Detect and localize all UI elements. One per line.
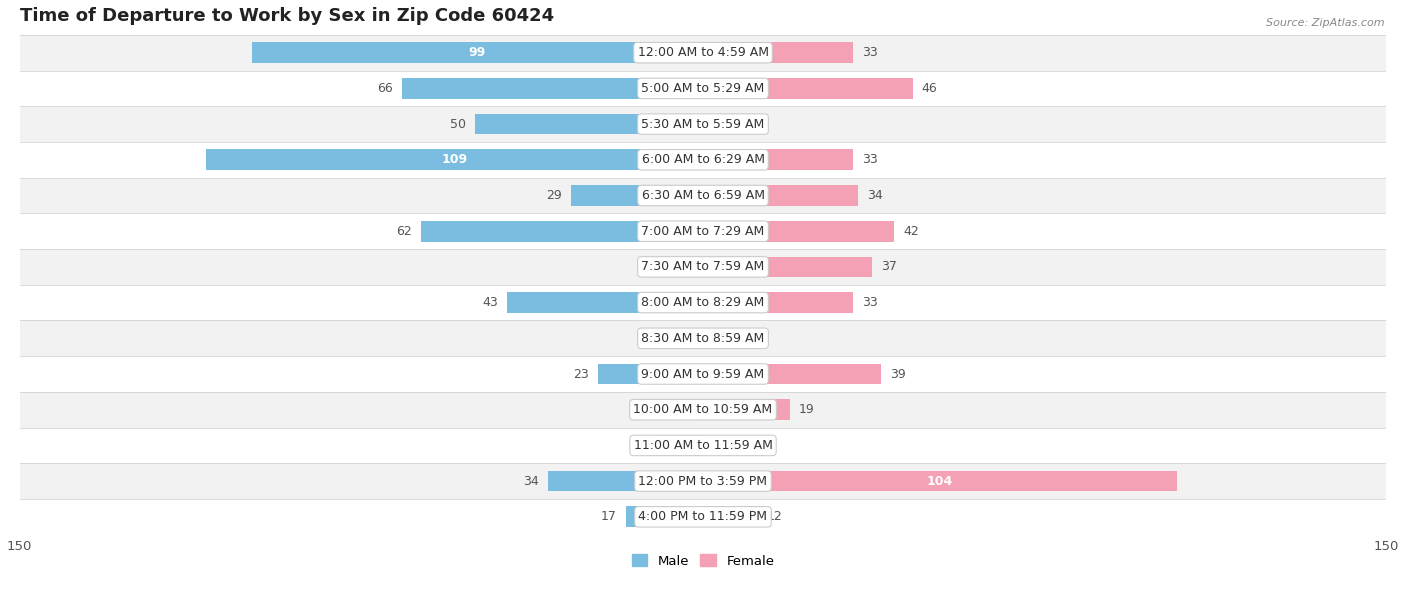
Bar bbox=[703, 399, 790, 420]
Bar bbox=[703, 257, 872, 277]
Text: 39: 39 bbox=[890, 368, 905, 381]
Text: 109: 109 bbox=[441, 153, 468, 166]
Text: 104: 104 bbox=[927, 475, 953, 488]
Bar bbox=[598, 364, 703, 384]
Text: 12:00 PM to 3:59 PM: 12:00 PM to 3:59 PM bbox=[638, 475, 768, 488]
Text: 3: 3 bbox=[672, 332, 681, 345]
Bar bbox=[703, 292, 853, 313]
Text: 34: 34 bbox=[523, 475, 538, 488]
Bar bbox=[703, 221, 894, 242]
Text: 9:00 AM to 9:59 AM: 9:00 AM to 9:59 AM bbox=[641, 368, 765, 381]
Text: 2: 2 bbox=[676, 403, 685, 416]
Text: 7:00 AM to 7:29 AM: 7:00 AM to 7:29 AM bbox=[641, 225, 765, 238]
Bar bbox=[703, 507, 758, 527]
Bar bbox=[626, 507, 703, 527]
Bar bbox=[20, 285, 1386, 320]
Text: 7:30 AM to 7:59 AM: 7:30 AM to 7:59 AM bbox=[641, 260, 765, 273]
Text: 6:00 AM to 6:29 AM: 6:00 AM to 6:29 AM bbox=[641, 153, 765, 166]
Bar bbox=[703, 328, 740, 349]
Bar bbox=[402, 78, 703, 99]
Bar bbox=[207, 150, 703, 170]
Text: 42: 42 bbox=[904, 225, 920, 238]
Text: 7: 7 bbox=[654, 260, 662, 273]
Bar bbox=[20, 428, 1386, 463]
Bar bbox=[703, 78, 912, 99]
Bar bbox=[252, 42, 703, 63]
Text: 34: 34 bbox=[868, 189, 883, 202]
Bar bbox=[703, 150, 853, 170]
Text: 50: 50 bbox=[450, 118, 467, 131]
Bar bbox=[548, 471, 703, 491]
Bar bbox=[695, 399, 703, 420]
Text: 11:00 AM to 11:59 AM: 11:00 AM to 11:59 AM bbox=[634, 439, 772, 452]
Text: 46: 46 bbox=[922, 82, 938, 95]
Text: 0: 0 bbox=[711, 439, 720, 452]
Bar bbox=[20, 71, 1386, 106]
Bar bbox=[20, 142, 1386, 178]
Text: 8: 8 bbox=[748, 332, 756, 345]
Text: 29: 29 bbox=[546, 189, 562, 202]
Text: 43: 43 bbox=[482, 296, 498, 309]
Text: 8:30 AM to 8:59 AM: 8:30 AM to 8:59 AM bbox=[641, 332, 765, 345]
Bar bbox=[703, 364, 880, 384]
Text: 62: 62 bbox=[395, 225, 412, 238]
Bar bbox=[20, 106, 1386, 142]
Bar bbox=[20, 392, 1386, 428]
Bar bbox=[20, 178, 1386, 213]
Text: 99: 99 bbox=[468, 46, 486, 59]
Text: Time of Departure to Work by Sex in Zip Code 60424: Time of Departure to Work by Sex in Zip … bbox=[20, 7, 554, 25]
Text: 8:00 AM to 8:29 AM: 8:00 AM to 8:29 AM bbox=[641, 296, 765, 309]
Bar bbox=[508, 292, 703, 313]
Bar bbox=[571, 185, 703, 206]
Text: 5:00 AM to 5:29 AM: 5:00 AM to 5:29 AM bbox=[641, 82, 765, 95]
Text: 6:30 AM to 6:59 AM: 6:30 AM to 6:59 AM bbox=[641, 189, 765, 202]
Bar bbox=[475, 113, 703, 134]
Bar bbox=[703, 113, 740, 134]
Bar bbox=[20, 320, 1386, 356]
Bar bbox=[20, 356, 1386, 392]
Bar bbox=[20, 35, 1386, 71]
Bar bbox=[703, 471, 1177, 491]
Text: 19: 19 bbox=[799, 403, 814, 416]
Text: 37: 37 bbox=[880, 260, 897, 273]
Text: 12:00 AM to 4:59 AM: 12:00 AM to 4:59 AM bbox=[637, 46, 769, 59]
Bar bbox=[420, 221, 703, 242]
Text: 17: 17 bbox=[600, 510, 616, 523]
Text: 5:30 AM to 5:59 AM: 5:30 AM to 5:59 AM bbox=[641, 118, 765, 131]
Bar bbox=[703, 42, 853, 63]
Bar bbox=[20, 499, 1386, 535]
Text: 33: 33 bbox=[862, 296, 879, 309]
Bar bbox=[20, 213, 1386, 249]
Bar bbox=[20, 249, 1386, 285]
Text: 8: 8 bbox=[748, 118, 756, 131]
Text: 10: 10 bbox=[633, 439, 648, 452]
Bar bbox=[20, 463, 1386, 499]
Text: 33: 33 bbox=[862, 153, 879, 166]
Text: 33: 33 bbox=[862, 46, 879, 59]
Text: Source: ZipAtlas.com: Source: ZipAtlas.com bbox=[1267, 18, 1385, 28]
Text: 4:00 PM to 11:59 PM: 4:00 PM to 11:59 PM bbox=[638, 510, 768, 523]
Bar bbox=[703, 185, 858, 206]
Text: 10:00 AM to 10:59 AM: 10:00 AM to 10:59 AM bbox=[634, 403, 772, 416]
Text: 12: 12 bbox=[766, 510, 783, 523]
Bar bbox=[689, 328, 703, 349]
Bar bbox=[658, 435, 703, 456]
Legend: Male, Female: Male, Female bbox=[626, 549, 780, 573]
Text: 23: 23 bbox=[574, 368, 589, 381]
Bar bbox=[671, 257, 703, 277]
Text: 66: 66 bbox=[377, 82, 394, 95]
